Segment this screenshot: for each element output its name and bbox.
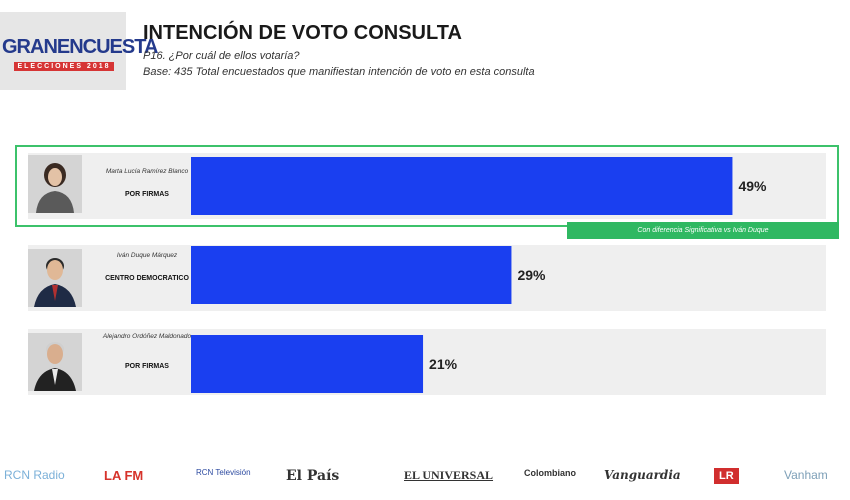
row-background-3: [28, 329, 826, 395]
candidate-party-3: POR FIRMAS: [125, 363, 169, 370]
candidate-name-1: Marta Lucía Ramírez Blanco: [105, 168, 189, 175]
candidate-party-2: CENTRO DEMOCRATICO: [105, 275, 189, 282]
bar-value-label-1: 49%: [738, 178, 767, 194]
bar-value-label-2: 29%: [517, 267, 546, 283]
survey-logo: GRANENCUESTA ELECCIONES 2018: [0, 12, 158, 90]
candidate-photo-2: [28, 249, 82, 307]
footer-logo-9: Vanham: [784, 468, 828, 482]
footer-logo-7: Vanguardia: [604, 468, 681, 482]
candidate-photo-3: [28, 333, 82, 391]
person-icon: [28, 333, 82, 391]
candidate-name-3: Alejandro Ordóñez Maldonado: [102, 333, 192, 340]
footer-logo-1: RCN Radio: [4, 468, 65, 482]
logo-sub-text: ELECCIONES 2018: [14, 62, 114, 71]
person-icon: [28, 155, 82, 213]
base-text: Base: 435 Total encuestados que manifies…: [143, 66, 535, 78]
question-text: P16. ¿Por cuál de ellos votaría?: [143, 50, 300, 62]
bar-2: [191, 246, 512, 304]
candidate-photo-1: [28, 155, 82, 213]
candidate-name-2: Iván Duque Márquez: [116, 252, 178, 259]
person-icon: [28, 249, 82, 307]
page-title: INTENCIÓN DE VOTO CONSULTA: [143, 22, 462, 44]
significance-note: Con diferencia Significativa vs Iván Duq…: [567, 222, 839, 239]
footer-logo-2: LA FM: [104, 468, 144, 483]
bar-1: [191, 157, 733, 215]
highlight-frame: [15, 145, 839, 227]
footer-logo-3: RCN Televisión: [196, 468, 251, 477]
footer-logo-6: Colombiano: [524, 468, 576, 478]
footer-logo-4: El País: [286, 468, 340, 484]
footer-logo-8: LR: [714, 468, 739, 484]
bar-value-label-3: 21%: [429, 356, 458, 372]
logo-main-text: GRANENCUESTA: [2, 36, 158, 58]
bar-3: [191, 335, 424, 393]
footer-logo-5: EL UNIVERSAL: [404, 468, 494, 482]
candidate-party-1: POR FIRMAS: [125, 191, 169, 198]
